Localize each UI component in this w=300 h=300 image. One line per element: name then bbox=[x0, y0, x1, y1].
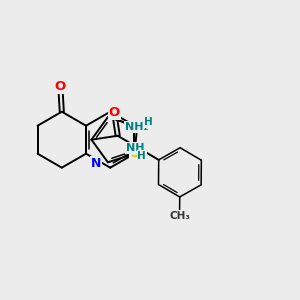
Text: O: O bbox=[55, 80, 66, 93]
Text: S: S bbox=[130, 147, 139, 160]
Text: H: H bbox=[137, 151, 146, 161]
Text: NH₂: NH₂ bbox=[125, 122, 148, 132]
Text: O: O bbox=[109, 106, 120, 119]
Text: N: N bbox=[91, 158, 101, 170]
Text: NH: NH bbox=[126, 143, 145, 153]
Text: H: H bbox=[144, 117, 152, 127]
Text: CH₃: CH₃ bbox=[169, 211, 190, 221]
